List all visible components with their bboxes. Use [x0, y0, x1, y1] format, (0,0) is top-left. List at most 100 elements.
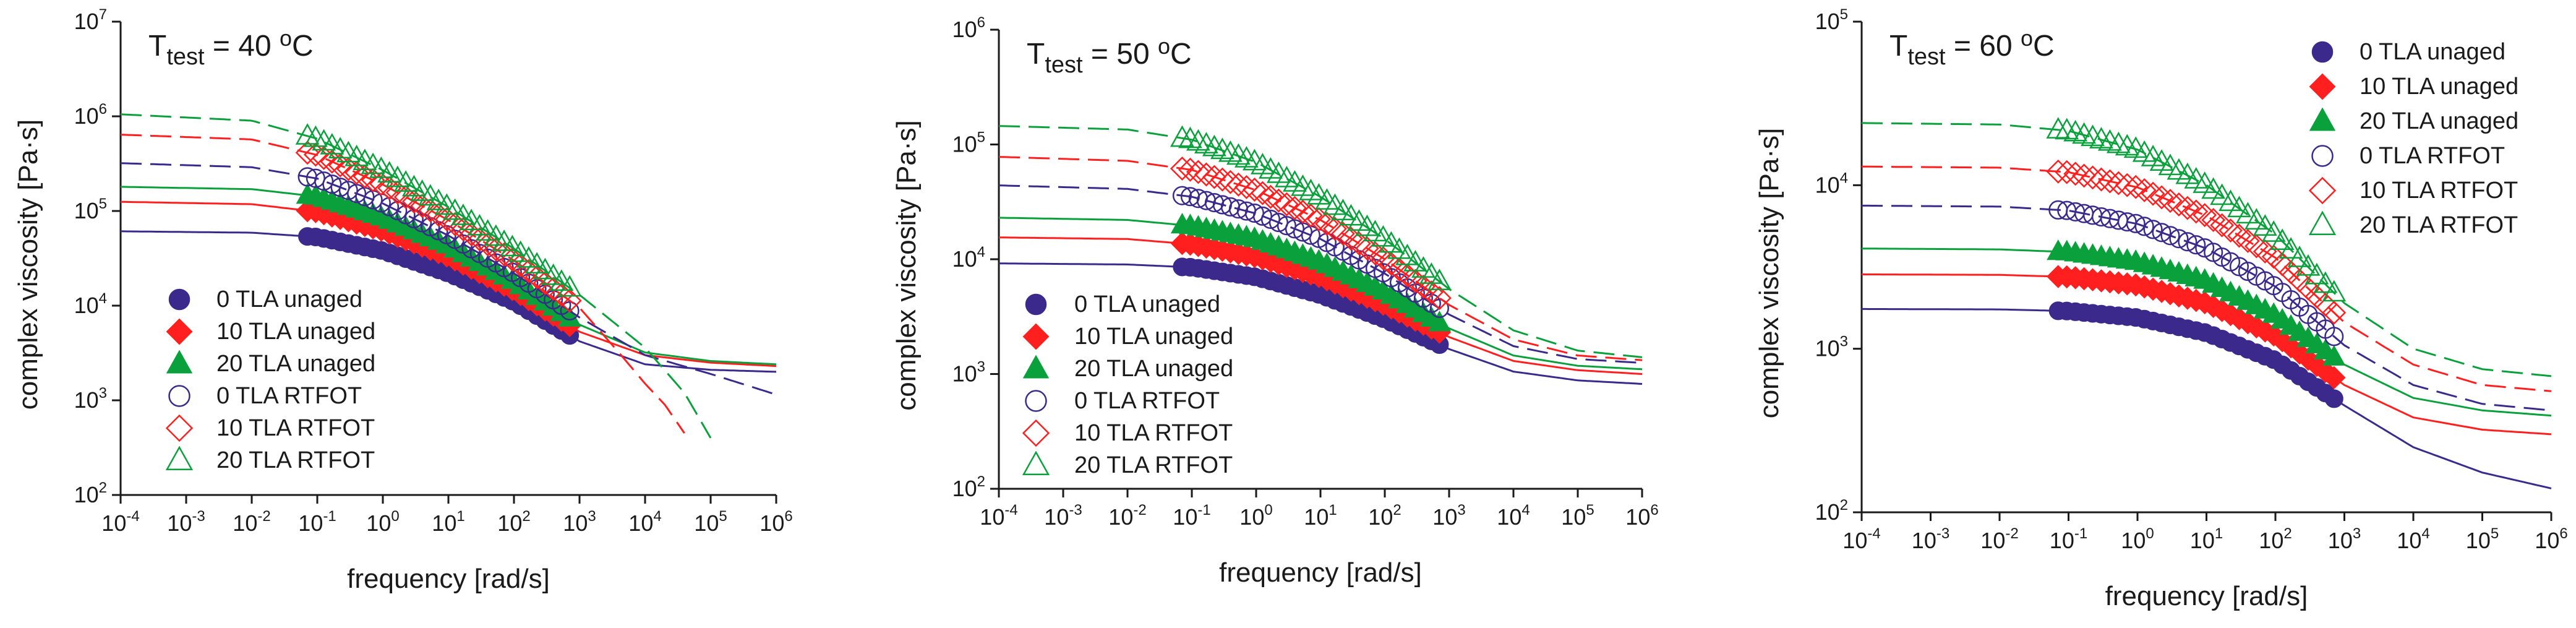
data-point [369, 171, 393, 196]
data-point [1354, 236, 1379, 260]
series-20-tla-rtfot [1861, 117, 2552, 377]
data-point [1429, 298, 1449, 318]
data-point [2115, 173, 2139, 197]
y-tick-label: 104 [952, 244, 985, 272]
data-point [1202, 165, 1226, 189]
data-point [467, 227, 492, 252]
data-point [1170, 125, 1194, 147]
data-point [434, 207, 459, 231]
series-10-tla-rtfot [1861, 159, 2552, 392]
data-point [558, 306, 581, 327]
x-tick-label: 10-2 [233, 508, 270, 536]
data-point [1266, 188, 1291, 213]
x-tick-label: 104 [628, 508, 661, 536]
data-point [557, 275, 582, 297]
data-point [377, 176, 402, 200]
data-point [476, 232, 500, 257]
data-point [2184, 199, 2209, 224]
data-point [1298, 203, 1323, 228]
data-point [2227, 196, 2251, 218]
data-point [2193, 171, 2217, 193]
data-point [1234, 174, 1259, 199]
data-point [2106, 171, 2131, 196]
data-point [2097, 169, 2122, 194]
data-point [1269, 213, 1288, 233]
x-tick-label: 106 [760, 508, 792, 536]
data-point [2055, 160, 2079, 184]
x-tick-label: 102 [2259, 525, 2291, 553]
data-point [426, 202, 451, 227]
data-point [1427, 269, 1452, 291]
data-point [401, 189, 426, 214]
x-axis-title: frequency [rad/s] [1219, 557, 1422, 588]
y-tick-label: 103 [952, 359, 985, 387]
data-point [1210, 167, 1235, 192]
x-tick-label: 10-3 [1912, 525, 1949, 553]
data-point [1258, 184, 1283, 209]
x-axis-title: frequency [rad/s] [347, 564, 550, 594]
legend-marker [1022, 450, 1050, 475]
data-point [2210, 183, 2235, 205]
chart-panel-1: 10-4 10-3 10-2 10-1 100 101 102 103 104 105 106 102… [13, 6, 793, 594]
data-point [1202, 134, 1226, 157]
data-point [1226, 172, 1251, 197]
data-point [443, 212, 468, 236]
legend-label: 20 TLA unaged [1074, 356, 1233, 382]
panel-title: Ttest = 40 oC [148, 25, 314, 70]
data-point [1226, 143, 1251, 165]
data-point [1427, 286, 1452, 311]
data-point [2081, 165, 2105, 190]
data-point [2244, 208, 2269, 230]
data-point [2219, 189, 2243, 212]
series-10-tla-unaged [1861, 265, 2552, 436]
x-tick-label: 106 [2535, 525, 2567, 553]
legend-label: 0 TLA RTFOT [216, 383, 362, 409]
data-point [557, 288, 582, 313]
legend-marker [166, 318, 193, 345]
x-tick-label: 103 [2328, 525, 2361, 553]
x-tick-label: 10-4 [101, 508, 139, 536]
data-point [2063, 161, 2088, 186]
legend-marker [2311, 41, 2334, 63]
x-tick-label: 104 [2397, 525, 2429, 553]
legend-marker [2309, 73, 2336, 100]
data-point [2322, 300, 2347, 325]
y-tick-label: 106 [952, 14, 985, 42]
legend-label: 0 TLA RTFOT [2360, 143, 2505, 169]
series-20-tla-unaged [1862, 239, 2552, 417]
data-point [1290, 199, 1315, 224]
x-tick-label: 101 [1304, 502, 1337, 530]
legend-marker [165, 414, 194, 442]
legend-label: 10 TLA unaged [216, 319, 375, 345]
y-axis-title: complex viscosity [Pa·s] [1754, 128, 1784, 418]
legend-marker [1025, 293, 1047, 316]
data-point [2178, 232, 2197, 252]
y-tick-label: 104 [1815, 170, 1848, 197]
series-line [1861, 165, 2552, 392]
x-tick-label: 10-2 [1108, 502, 1146, 530]
y-tick-label: 102 [952, 473, 985, 501]
data-point [2134, 217, 2154, 236]
legend-label: 0 TLA unaged [2360, 39, 2505, 65]
data-point [2143, 220, 2163, 239]
data-point [2322, 345, 2346, 366]
data-point [2046, 117, 2071, 139]
data-point [2304, 262, 2329, 285]
series-0-tla-unaged [1862, 301, 2552, 489]
data-point [1172, 186, 1192, 205]
data-point [1194, 132, 1218, 154]
x-tick-label: 106 [1625, 502, 1658, 530]
legend-label: 0 TLA unaged [216, 286, 362, 312]
data-point [1306, 207, 1331, 231]
legend-label: 10 TLA unaged [2360, 74, 2518, 100]
x-axis-title: frequency [rad/s] [2105, 581, 2308, 611]
legend-marker [168, 385, 190, 407]
legend-marker [168, 288, 190, 311]
data-point [1277, 216, 1296, 236]
series-line [120, 162, 777, 396]
data-point [2152, 223, 2172, 243]
y-tick-label: 105 [952, 129, 985, 157]
data-point [385, 180, 410, 205]
x-tick-label: 10-4 [980, 502, 1017, 530]
